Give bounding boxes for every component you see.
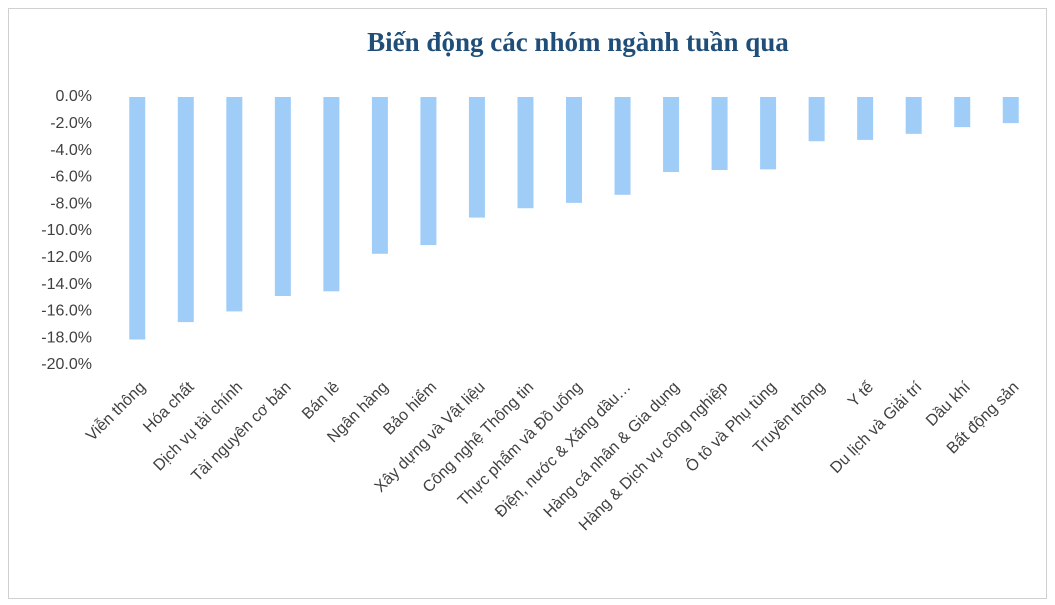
y-tick-label: -2.0% [50,115,92,132]
bar [129,97,146,340]
y-tick-label: -16.0% [41,303,92,320]
y-tick-label: -6.0% [50,169,92,186]
bar [566,97,582,203]
bar [614,97,631,195]
bar [517,97,534,209]
y-tick-label: -8.0% [50,195,92,212]
bar [226,97,243,312]
bar [808,97,825,142]
chart-title: Biến động các nhóm ngành tuần qua [367,27,789,57]
y-tick-label: -12.0% [41,249,92,266]
bar [711,97,728,171]
y-tick-label: -20.0% [41,356,92,373]
y-tick-label: -4.0% [50,142,92,159]
bar [468,97,485,218]
y-tick-label: 0.0% [56,88,92,105]
bar [323,97,340,292]
bar [663,97,680,173]
y-tick-label: -18.0% [41,329,92,346]
bar [905,97,922,134]
bar [177,97,194,323]
bar [760,97,777,170]
bar [274,97,291,296]
bar [857,97,874,140]
bar [954,97,971,128]
bar [1002,97,1019,124]
y-tick-label: -10.0% [41,222,92,239]
bar [371,97,388,254]
bar [420,97,437,246]
y-tick-label: -14.0% [41,276,92,293]
